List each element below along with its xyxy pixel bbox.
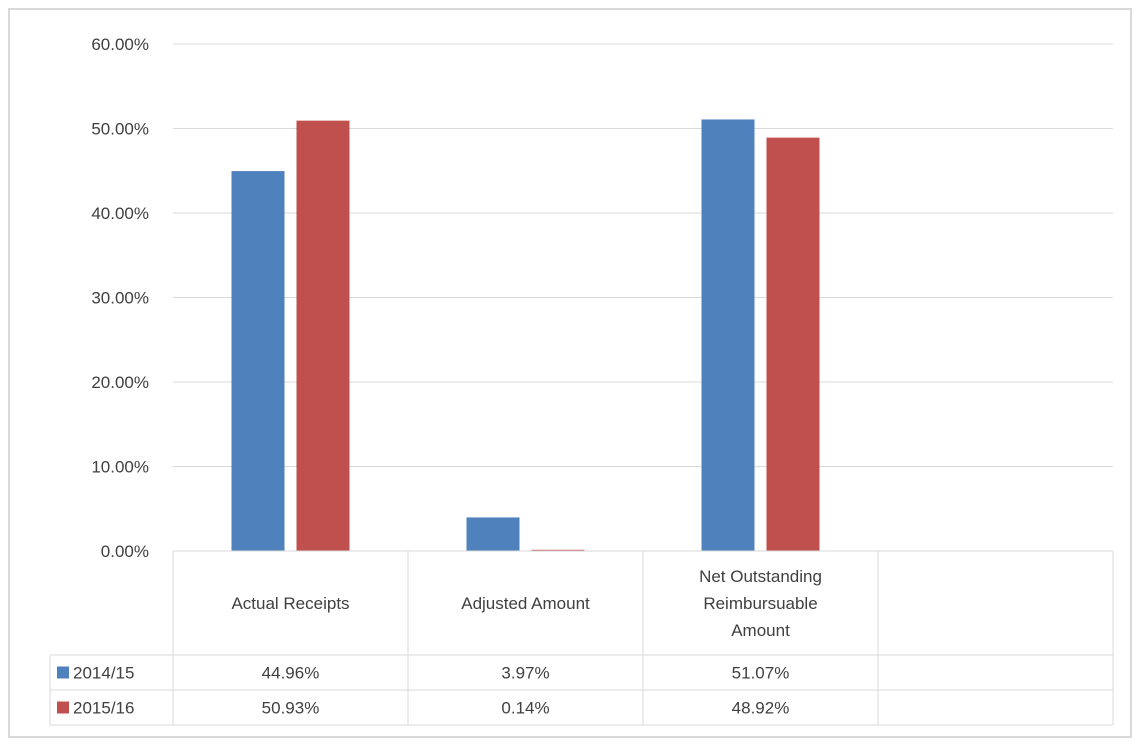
y-tick-label: 30.00% [91, 289, 149, 308]
category-label: Adjusted Amount [461, 594, 590, 613]
y-tick-label: 50.00% [91, 120, 149, 139]
bar [231, 171, 285, 551]
chart-frame [8, 8, 1132, 738]
category-label: Amount [731, 621, 790, 640]
data-table-value: 51.07% [732, 664, 790, 683]
legend-swatch [57, 701, 69, 714]
y-tick-label: 10.00% [91, 458, 149, 477]
bar [296, 120, 350, 551]
data-table-value: 0.14% [501, 699, 549, 718]
data-table-value: 48.92% [732, 699, 790, 718]
category-label: Reimbursuable [703, 594, 817, 613]
y-tick-label: 20.00% [91, 373, 149, 392]
category-label: Actual Receipts [231, 594, 349, 613]
y-tick-label: 40.00% [91, 204, 149, 223]
data-table-value: 50.93% [262, 699, 320, 718]
category-label: Net Outstanding [699, 567, 822, 586]
bar [766, 137, 820, 551]
legend-swatch [57, 666, 69, 679]
data-table-value: 44.96% [262, 664, 320, 683]
bar [531, 549, 585, 551]
data-table-value: 3.97% [501, 664, 549, 683]
y-tick-label: 60.00% [91, 35, 149, 54]
legend-label: 2015/16 [73, 699, 134, 718]
bar [466, 517, 520, 551]
legend-label: 2014/15 [73, 664, 134, 683]
y-tick-label: 0.00% [101, 542, 149, 561]
bar [701, 119, 755, 552]
